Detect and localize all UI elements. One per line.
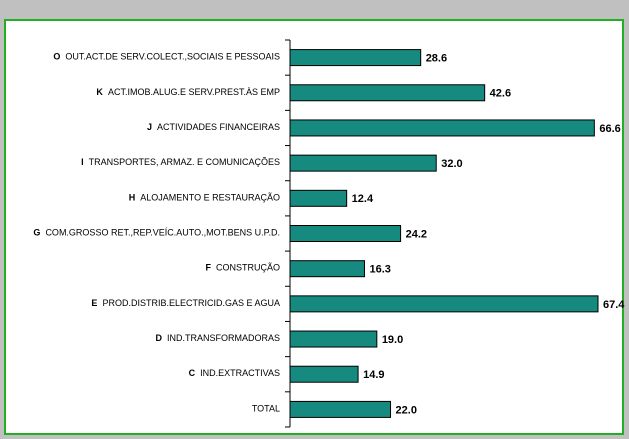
category-code: D xyxy=(155,333,162,343)
category-label: H ALOJAMENTO E RESTAURAÇÃO xyxy=(129,193,280,203)
category-label: TOTAL xyxy=(252,404,280,414)
value-label: 28.6 xyxy=(426,52,447,64)
category-code: I xyxy=(81,158,84,168)
category-label: E PROD.DISTRIB.ELECTRICID.GAS E AGUA xyxy=(91,298,280,308)
category-name: IND.TRANSFORMADORAS xyxy=(167,333,280,343)
category-name: TRANSPORTES, ARMAZ. E COMUNICAÇÕES xyxy=(89,158,280,168)
value-label: 16.3 xyxy=(369,264,390,276)
category-label: I TRANSPORTES, ARMAZ. E COMUNICAÇÕES xyxy=(81,158,280,168)
category-name: CONSTRUÇÃO xyxy=(216,263,280,273)
category-code: H xyxy=(129,193,136,203)
value-label: 14.9 xyxy=(363,369,384,381)
bar xyxy=(289,225,402,242)
bar xyxy=(289,295,599,313)
category-name: COM.GROSSO RET.,REP.VEÍC.AUTO.,MOT.BENS … xyxy=(45,228,280,238)
category-name: TOTAL xyxy=(252,404,280,414)
category-name: ACTIVIDADES FINANCEIRAS xyxy=(157,122,280,132)
category-code: G xyxy=(33,228,40,238)
value-label: 67.4 xyxy=(603,299,625,311)
category-label: G COM.GROSSO RET.,REP.VEÍC.AUTO.,MOT.BEN… xyxy=(33,228,280,238)
value-label: 66.6 xyxy=(599,123,620,135)
value-label: 19.0 xyxy=(382,334,403,346)
category-name: ALOJAMENTO E RESTAURAÇÃO xyxy=(140,193,280,203)
value-label: 32.0 xyxy=(441,158,462,170)
bar xyxy=(289,365,359,383)
category-code: K xyxy=(96,87,103,97)
category-label: F CONSTRUÇÃO xyxy=(205,263,280,273)
bar xyxy=(289,154,437,172)
value-label: 12.4 xyxy=(352,193,374,205)
category-label: K ACT.IMOB.ALUG.E SERV.PREST.ÀS EMP xyxy=(96,87,280,97)
category-label: D IND.TRANSFORMADORAS xyxy=(155,333,280,343)
category-label: O OUT.ACT.DE SERV.COLECT.,SOCIAIS E PESS… xyxy=(53,52,280,62)
category-label: J ACTIVIDADES FINANCEIRAS xyxy=(147,122,280,132)
bar xyxy=(289,49,422,67)
value-label: 24.2 xyxy=(406,228,427,240)
bar xyxy=(289,189,348,207)
bar xyxy=(289,84,486,102)
value-label: 22.0 xyxy=(396,404,417,416)
category-code: F xyxy=(205,263,211,273)
category-code: C xyxy=(189,369,196,379)
category-name: OUT.ACT.DE SERV.COLECT.,SOCIAIS E PESSOA… xyxy=(65,52,280,62)
category-code: O xyxy=(53,52,60,62)
category-name: PROD.DISTRIB.ELECTRICID.GAS E AGUA xyxy=(102,298,280,308)
category-label: C IND.EXTRACTIVAS xyxy=(189,369,280,379)
category-code: E xyxy=(91,298,97,308)
category-code: J xyxy=(147,122,152,132)
bar xyxy=(289,400,392,418)
category-name: ACT.IMOB.ALUG.E SERV.PREST.ÀS EMP xyxy=(108,87,280,97)
bar xyxy=(289,260,365,278)
bar xyxy=(289,330,378,348)
value-label: 42.6 xyxy=(490,88,511,100)
category-name: IND.EXTRACTIVAS xyxy=(200,369,280,379)
bar xyxy=(289,119,595,137)
